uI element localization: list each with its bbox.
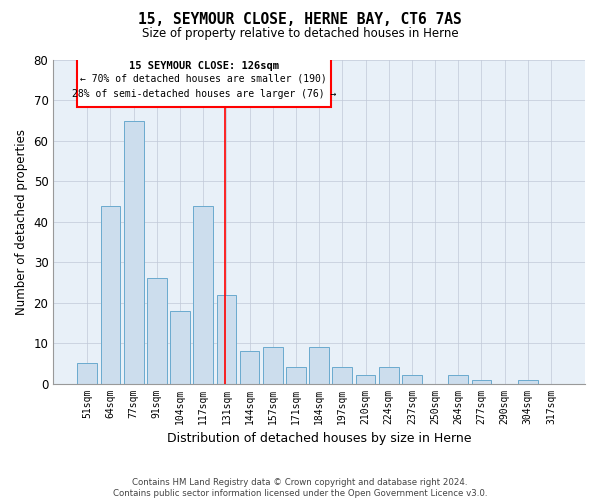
Bar: [309, 347, 329, 384]
Bar: [217, 294, 236, 384]
Text: 15 SEYMOUR CLOSE: 126sqm: 15 SEYMOUR CLOSE: 126sqm: [129, 61, 279, 71]
Bar: [170, 311, 190, 384]
Text: ← 70% of detached houses are smaller (190): ← 70% of detached houses are smaller (19…: [80, 73, 327, 83]
Bar: [518, 380, 538, 384]
Bar: [147, 278, 167, 384]
Bar: [402, 376, 422, 384]
Bar: [472, 380, 491, 384]
Bar: [193, 206, 213, 384]
Bar: [263, 347, 283, 384]
Bar: [240, 351, 259, 384]
Text: Size of property relative to detached houses in Herne: Size of property relative to detached ho…: [142, 28, 458, 40]
Bar: [379, 368, 398, 384]
Bar: [332, 368, 352, 384]
Text: 15, SEYMOUR CLOSE, HERNE BAY, CT6 7AS: 15, SEYMOUR CLOSE, HERNE BAY, CT6 7AS: [138, 12, 462, 28]
Bar: [124, 120, 143, 384]
X-axis label: Distribution of detached houses by size in Herne: Distribution of detached houses by size …: [167, 432, 472, 445]
Bar: [286, 368, 306, 384]
Text: 28% of semi-detached houses are larger (76) →: 28% of semi-detached houses are larger (…: [71, 90, 336, 100]
Bar: [77, 364, 97, 384]
Bar: [77, 58, 331, 106]
Bar: [101, 206, 121, 384]
Text: Contains HM Land Registry data © Crown copyright and database right 2024.
Contai: Contains HM Land Registry data © Crown c…: [113, 478, 487, 498]
Bar: [356, 376, 376, 384]
Bar: [448, 376, 468, 384]
Y-axis label: Number of detached properties: Number of detached properties: [15, 129, 28, 315]
